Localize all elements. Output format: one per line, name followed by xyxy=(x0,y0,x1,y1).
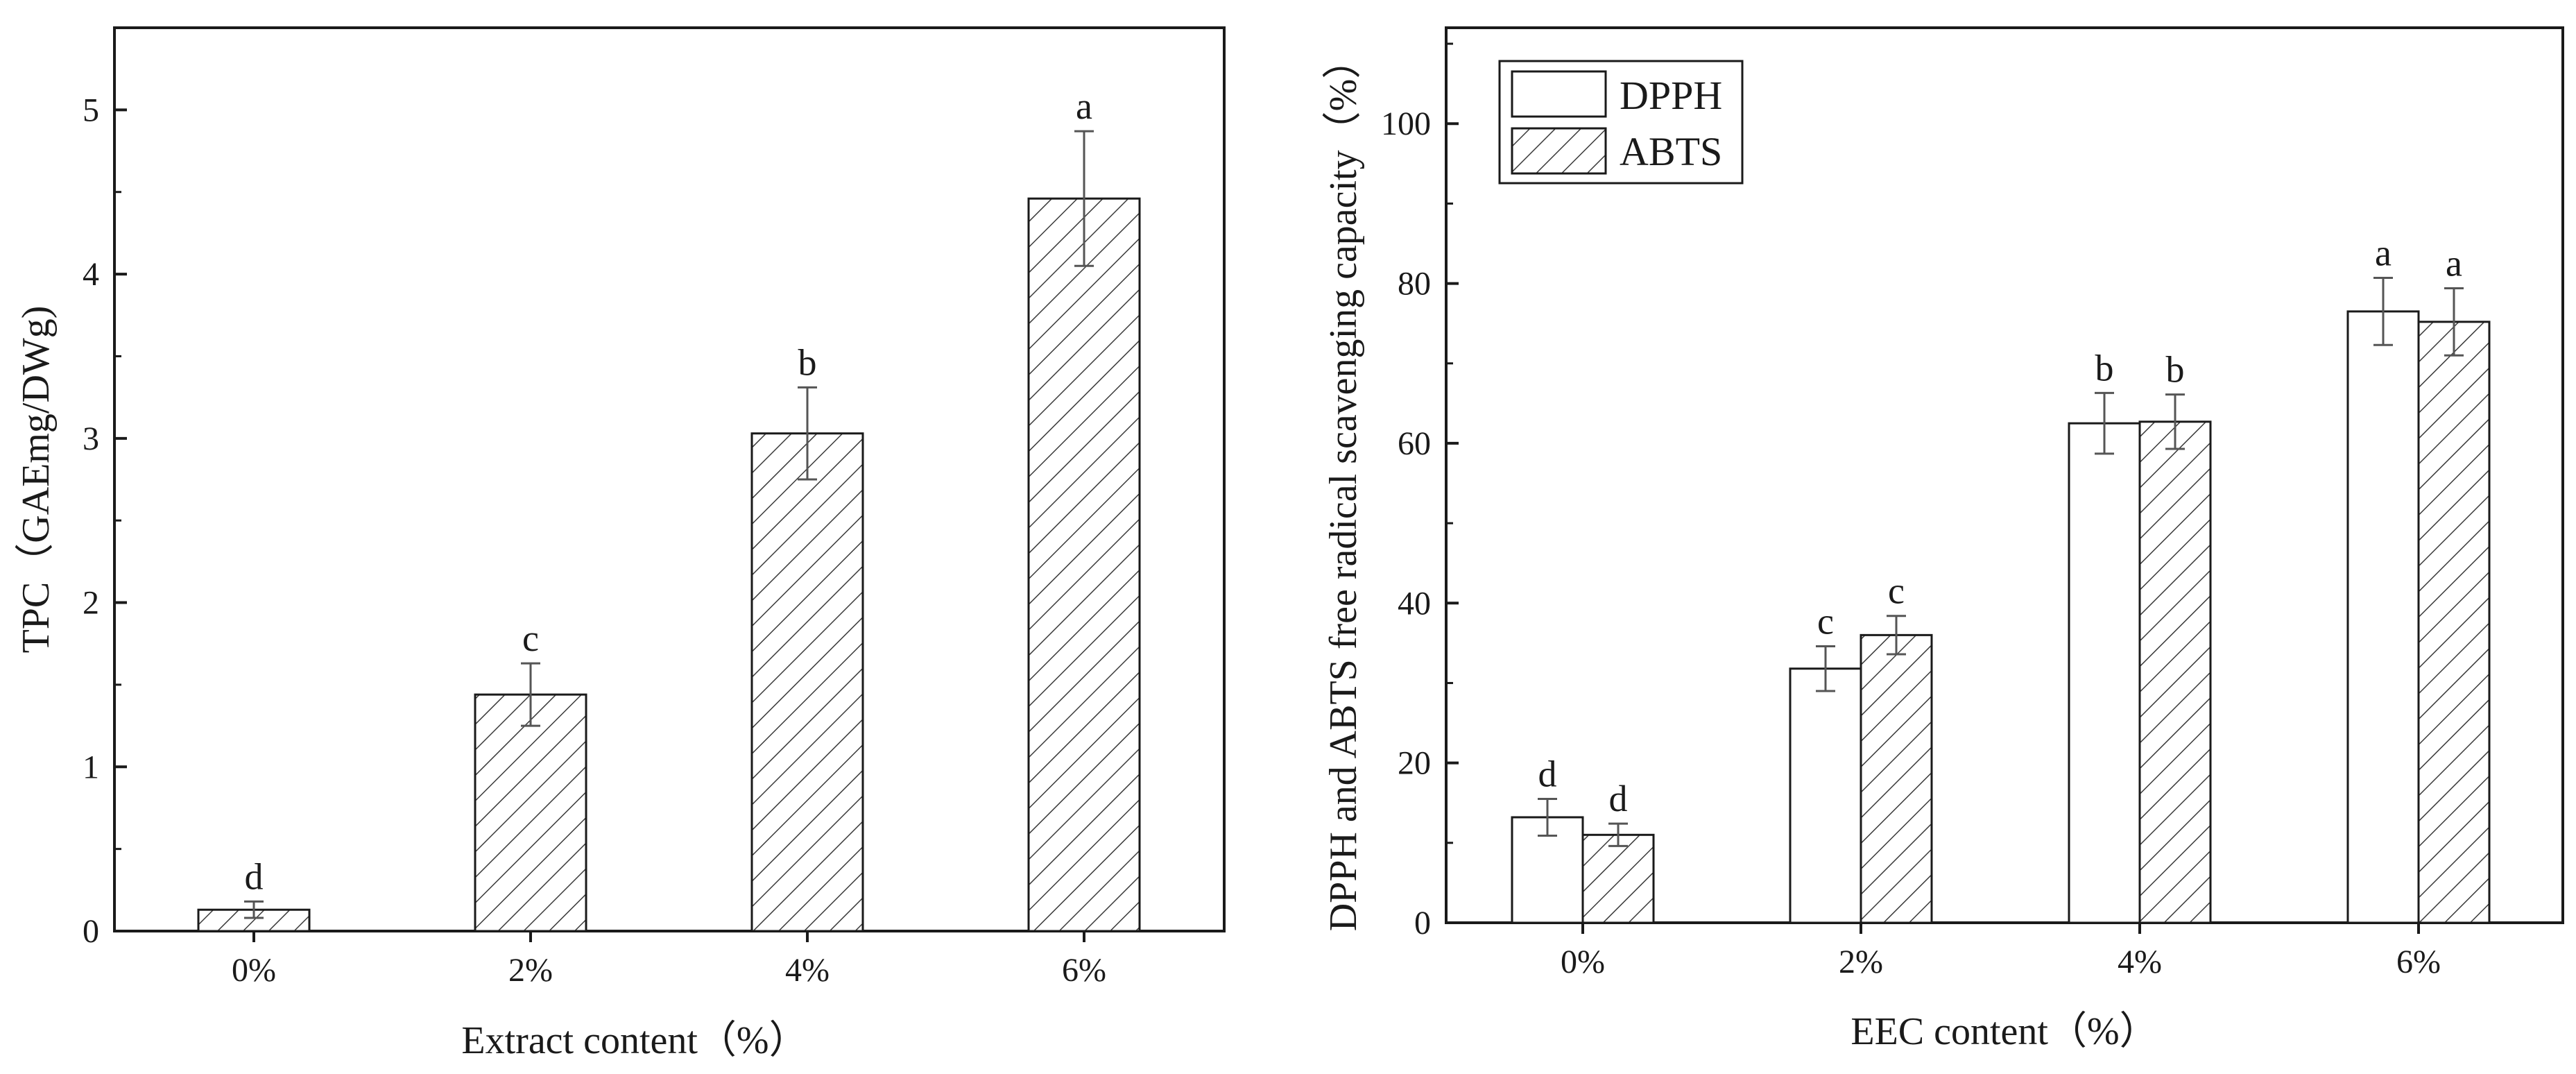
tpc-bars: d c b a xyxy=(197,85,1141,932)
scav-significance-label: b xyxy=(2095,347,2114,389)
scav-ytick-label: 40 xyxy=(1398,585,1431,622)
tpc-significance-label: a xyxy=(1076,85,1092,127)
scav-x-axis-title: EEC content（%） xyxy=(1851,1010,2158,1053)
legend-label-abts: ABTS xyxy=(1620,129,1722,174)
scav-bar xyxy=(2138,420,2212,924)
scav-bar xyxy=(2346,310,2420,924)
tpc-significance-label: c xyxy=(522,617,539,659)
scav-xticks: 0% 2% 4% 6% xyxy=(1561,923,2441,980)
tpc-bar xyxy=(1027,197,1141,932)
tpc-ytick-label: 5 xyxy=(83,92,99,128)
scav-y-axis-title: DPPH and ABTS free radical scavenging ca… xyxy=(1322,40,1365,932)
tpc-bar xyxy=(750,432,864,932)
scav-bar xyxy=(2068,422,2141,924)
scav-significance-label: b xyxy=(2166,349,2185,391)
tpc-xticks: 0% 2% 4% 6% xyxy=(232,931,1106,989)
tpc-ytick-label: 4 xyxy=(83,256,99,293)
tpc-significance-label: d xyxy=(245,855,264,897)
scav-bar xyxy=(1581,833,1655,924)
scav-bars: d d c c b b a a xyxy=(1511,232,2491,924)
tpc-bar xyxy=(474,693,587,932)
scav-bar xyxy=(1789,667,1862,924)
scav-ytick-label: 0 xyxy=(1414,905,1431,941)
scav-ytick-label: 20 xyxy=(1398,745,1431,782)
scav-significance-label: d xyxy=(1609,778,1628,819)
scav-yticks: 0 20 40 60 80 100 xyxy=(1381,42,1459,941)
legend-swatch-dpph xyxy=(1511,70,1607,118)
chart-scavenging: 0 20 40 60 80 100 d d c c b b a a 0% 2% 4% 6% DPPH and … xyxy=(1322,26,2564,1053)
scav-plot-frame xyxy=(1445,26,2564,924)
tpc-x-axis-title: Extract content（%） xyxy=(461,1019,807,1062)
tpc-ytick-label: 2 xyxy=(83,585,99,622)
tpc-yticks: 0 1 2 3 4 5 xyxy=(83,92,127,950)
tpc-y-axis-title: TPC（GAEmg/DWg) xyxy=(15,306,58,654)
chart-tpc: 0 1 2 3 4 5 d c b a 0% 2% 4% 6% TPC（GAEmg/DWg) Extr… xyxy=(15,26,1226,1062)
tpc-xtick-label: 4% xyxy=(785,952,830,989)
scav-significance-label: c xyxy=(1888,570,1905,612)
tpc-xtick-label: 0% xyxy=(232,952,276,989)
legend-label-dpph: DPPH xyxy=(1620,73,1722,118)
scav-xtick-label: 4% xyxy=(2118,944,2162,980)
tpc-ytick-label: 3 xyxy=(83,420,99,457)
scav-xtick-label: 6% xyxy=(2396,944,2441,980)
scav-significance-label: a xyxy=(2446,242,2462,284)
legend: DPPH ABTS xyxy=(1498,60,1744,185)
tpc-plot-frame xyxy=(113,26,1226,932)
scav-ytick-label: 80 xyxy=(1398,266,1431,302)
scav-ytick-label: 100 xyxy=(1381,105,1431,142)
scav-xtick-label: 2% xyxy=(1839,944,1883,980)
tpc-xtick-label: 6% xyxy=(1062,952,1106,989)
scav-significance-label: c xyxy=(1817,600,1834,642)
scav-significance-label: a xyxy=(2375,232,2392,274)
scav-xtick-label: 0% xyxy=(1561,944,1605,980)
scav-bar xyxy=(1860,633,1933,924)
scav-significance-label: d xyxy=(1538,753,1557,794)
scav-ytick-label: 60 xyxy=(1398,425,1431,462)
tpc-xtick-label: 2% xyxy=(508,952,553,989)
tpc-significance-label: b xyxy=(798,341,817,383)
legend-swatch-abts xyxy=(1511,127,1607,175)
scav-bar xyxy=(2417,321,2491,924)
tpc-ytick-label: 1 xyxy=(83,749,99,785)
tpc-ytick-label: 0 xyxy=(83,913,99,950)
